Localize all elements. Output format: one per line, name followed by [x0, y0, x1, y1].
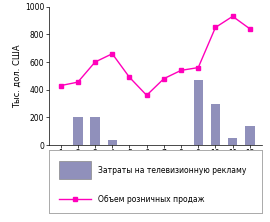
Bar [245, 126, 255, 145]
Bar [107, 140, 117, 145]
Bar [211, 104, 220, 145]
Bar [194, 80, 203, 145]
FancyBboxPatch shape [59, 161, 91, 178]
X-axis label: Месяц: Месяц [140, 160, 170, 169]
Bar [228, 137, 237, 145]
Y-axis label: Тыс. дол. США: Тыс. дол. США [13, 44, 22, 108]
Bar [90, 117, 100, 145]
Text: Объем розничных продаж: Объем розничных продаж [98, 195, 204, 204]
Text: Затраты на телевизионную рекламу: Затраты на телевизионную рекламу [98, 166, 246, 175]
Bar [73, 117, 83, 145]
